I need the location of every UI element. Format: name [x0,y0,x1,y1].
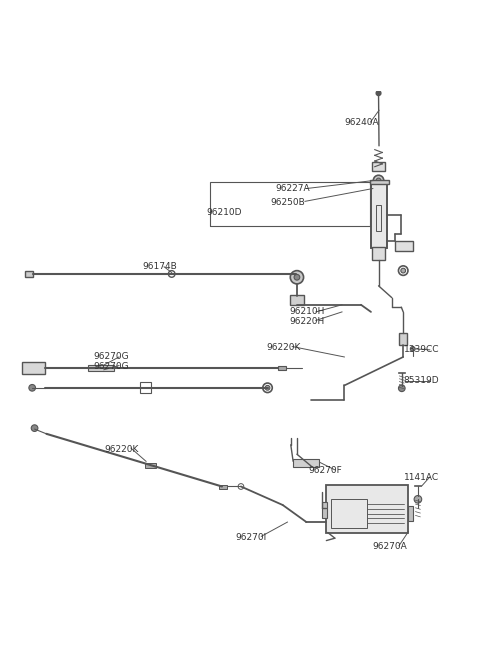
Circle shape [410,346,415,351]
Circle shape [398,385,405,392]
Text: 96227A: 96227A [276,184,310,193]
Circle shape [31,425,38,432]
Circle shape [263,383,272,392]
Bar [293,459,319,467]
Text: 96270F: 96270F [309,466,343,475]
Circle shape [376,178,381,183]
Bar [376,205,382,231]
Text: 96220K: 96220K [266,343,300,352]
Bar [331,499,367,528]
Text: 96174B: 96174B [143,262,178,271]
Bar [210,183,370,227]
Bar [24,271,33,277]
Text: 96250B: 96250B [271,198,306,207]
Text: 1339CC: 1339CC [404,346,439,354]
Bar [399,333,408,345]
Circle shape [294,275,300,280]
Circle shape [373,175,384,186]
Text: 96270G: 96270G [93,362,129,371]
Circle shape [401,268,406,273]
Bar [278,365,287,370]
Text: 96220K: 96220K [105,445,139,454]
Bar [326,485,408,533]
Bar [370,181,388,184]
Bar [140,382,151,392]
Bar [372,162,384,171]
Text: 96270I: 96270I [235,533,266,542]
Text: 85319D: 85319D [404,376,439,385]
Circle shape [398,266,408,275]
Text: 96210H: 96210H [290,307,325,317]
Bar [395,240,413,251]
Bar [88,365,114,371]
Bar [371,184,387,248]
Bar [371,184,387,248]
Bar [22,362,45,374]
Bar [408,507,413,520]
Text: 96220H: 96220H [290,317,325,326]
Circle shape [29,384,36,391]
Text: 96240A: 96240A [344,118,379,127]
Circle shape [414,495,422,503]
Text: 96270G: 96270G [93,352,129,361]
Bar [290,295,304,305]
Text: 96210D: 96210D [207,208,242,217]
Circle shape [265,386,270,390]
Text: 1141AC: 1141AC [404,474,439,482]
Circle shape [376,91,381,95]
Bar [322,502,327,518]
Bar [219,485,227,489]
Bar [145,463,156,468]
Circle shape [238,484,244,489]
Circle shape [168,271,175,277]
Bar [372,247,384,260]
Text: 96270A: 96270A [373,542,408,551]
Circle shape [290,271,303,284]
